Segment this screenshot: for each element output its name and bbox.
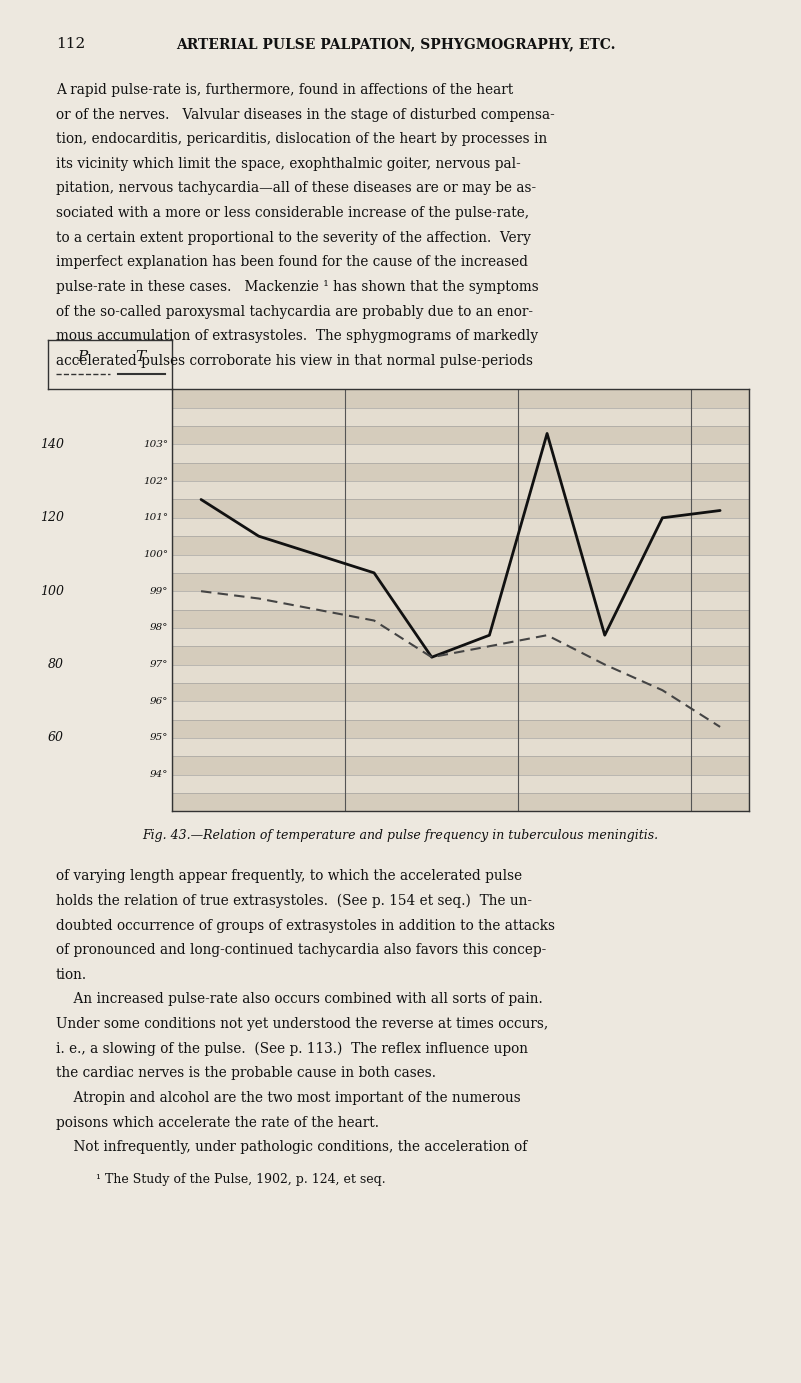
Text: its vicinity which limit the space, exophthalmic goiter, nervous pal-: its vicinity which limit the space, exop… [56,156,521,171]
Bar [172,646,749,665]
Text: of varying length appear frequently, to which the accelerated pulse: of varying length appear frequently, to … [56,870,522,884]
Text: 99°: 99° [150,586,168,596]
Text: tion, endocarditis, pericarditis, dislocation of the heart by processes in: tion, endocarditis, pericarditis, disloc… [56,133,547,147]
Text: Atropin and alcohol are the two most important of the numerous: Atropin and alcohol are the two most imp… [56,1091,521,1105]
Text: 102°: 102° [143,477,168,485]
Text: of pronounced and long-continued tachycardia also favors this concep-: of pronounced and long-continued tachyca… [56,943,546,957]
Bar [172,573,749,591]
Text: 97°: 97° [150,660,168,669]
Text: doubted occurrence of groups of extrasystoles in addition to the attacks: doubted occurrence of groups of extrasys… [56,918,555,932]
Text: T: T [135,350,145,364]
Text: 80: 80 [48,658,64,671]
Text: or of the nerves.   Valvular diseases in the stage of disturbed compensa-: or of the nerves. Valvular diseases in t… [56,108,555,122]
Bar [172,481,749,499]
Text: 94°: 94° [150,770,168,779]
Bar [172,701,749,719]
Bar [172,591,749,610]
Bar [172,463,749,481]
Text: sociated with a more or less considerable increase of the pulse-rate,: sociated with a more or less considerabl… [56,206,529,220]
Bar [172,719,749,739]
Bar [172,774,749,792]
Text: i. e., a slowing of the pulse.  (See p. 113.)  The reflex influence upon: i. e., a slowing of the pulse. (See p. 1… [56,1041,528,1057]
Text: ARTERIAL PULSE PALPATION, SPHYGMOGRAPHY, ETC.: ARTERIAL PULSE PALPATION, SPHYGMOGRAPHY,… [176,37,616,51]
Text: holds the relation of true extrasystoles.  (See p. 154 et seq.)  The un-: holds the relation of true extrasystoles… [56,893,532,909]
Text: 60: 60 [48,732,64,744]
Bar [172,517,749,537]
Bar [172,628,749,646]
Bar [172,390,749,408]
Text: 95°: 95° [150,733,168,743]
Bar [172,792,749,812]
Text: mous accumulation of extrasystoles.  The sphygmograms of markedly: mous accumulation of extrasystoles. The … [56,329,538,343]
Bar [172,426,749,444]
Bar [172,499,749,517]
Text: Not infrequently, under pathologic conditions, the acceleration of: Not infrequently, under pathologic condi… [56,1140,527,1155]
Text: An increased pulse-rate also occurs combined with all sorts of pain.: An increased pulse-rate also occurs comb… [56,993,543,1007]
Bar [172,537,749,555]
Text: accelerated pulses corroborate his view in that normal pulse-periods: accelerated pulses corroborate his view … [56,354,533,368]
Text: 101°: 101° [143,513,168,523]
Text: pitation, nervous tachycardia—all of these diseases are or may be as-: pitation, nervous tachycardia—all of the… [56,181,536,195]
Text: A rapid pulse-rate is, furthermore, found in affections of the heart: A rapid pulse-rate is, furthermore, foun… [56,83,513,97]
Text: of the so-called paroxysmal tachycardia are probably due to an enor-: of the so-called paroxysmal tachycardia … [56,304,533,318]
Text: poisons which accelerate the rate of the heart.: poisons which accelerate the rate of the… [56,1116,379,1130]
Bar [172,757,749,774]
Bar [172,610,749,628]
Text: Under some conditions not yet understood the reverse at times occurs,: Under some conditions not yet understood… [56,1017,549,1032]
Text: P: P [78,350,88,364]
Text: Fig. 43.—Relation of temperature and pulse frequency in tuberculous meningitis.: Fig. 43.—Relation of temperature and pul… [143,828,658,842]
Bar [172,739,749,757]
Bar [172,444,749,463]
Text: tion.: tion. [56,968,87,982]
Text: 98°: 98° [150,624,168,632]
Text: imperfect explanation has been found for the cause of the increased: imperfect explanation has been found for… [56,256,528,270]
Bar [172,555,749,573]
Text: 120: 120 [40,512,64,524]
Bar [172,665,749,683]
Bar [172,408,749,426]
Text: pulse-rate in these cases.   Mackenzie ¹ has shown that the symptoms: pulse-rate in these cases. Mackenzie ¹ h… [56,279,539,295]
Text: 103°: 103° [143,440,168,449]
Text: 96°: 96° [150,697,168,705]
Text: 100°: 100° [143,550,168,559]
Text: 100: 100 [40,585,64,597]
Text: the cardiac nerves is the probable cause in both cases.: the cardiac nerves is the probable cause… [56,1066,436,1080]
Text: 112: 112 [56,37,86,51]
Text: to a certain extent proportional to the severity of the affection.  Very: to a certain extent proportional to the … [56,231,531,245]
Text: ¹ The Study of the Pulse, 1902, p. 124, et seq.: ¹ The Study of the Pulse, 1902, p. 124, … [96,1173,386,1187]
Text: 140: 140 [40,438,64,451]
Bar [172,683,749,701]
